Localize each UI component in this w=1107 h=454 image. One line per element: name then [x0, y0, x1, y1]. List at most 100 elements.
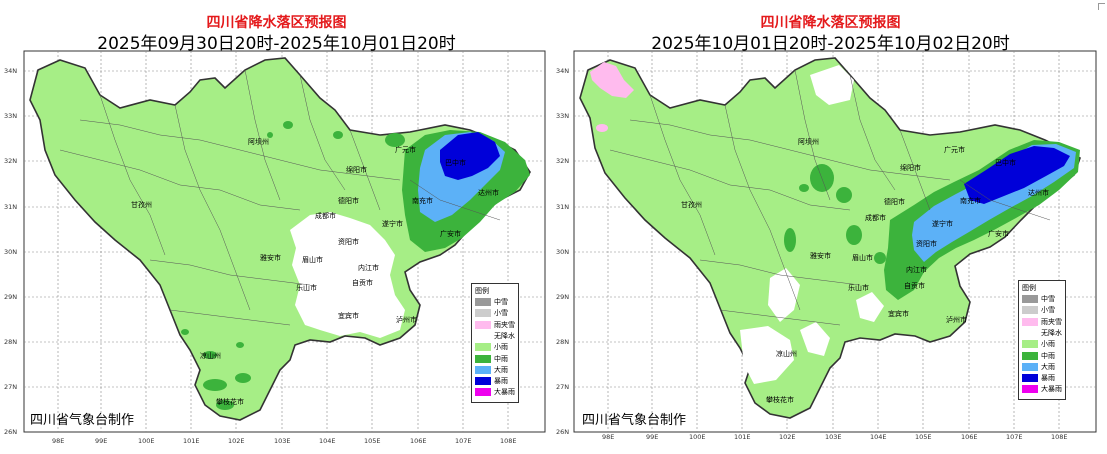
legend-label: 暴雨	[494, 377, 508, 386]
legend-item: 小雪	[474, 308, 518, 318]
svg-text:100E: 100E	[138, 437, 155, 445]
svg-text:32N: 32N	[556, 157, 569, 165]
legend-label: 雨夹雪	[1041, 317, 1062, 326]
svg-text:104E: 104E	[319, 437, 336, 445]
svg-text:104E: 104E	[870, 433, 887, 441]
svg-text:31N: 31N	[556, 203, 569, 211]
city-label: 广元市	[944, 145, 965, 154]
legend-label: 中雪	[494, 298, 508, 306]
legend-swatch	[1022, 340, 1038, 349]
svg-text:101E: 101E	[734, 433, 751, 441]
legend-swatch	[1022, 306, 1038, 315]
city-label: 雅安市	[810, 251, 831, 260]
city-labels: 阿坝州 甘孜州 凉山州 攀枝花市 雅安市 眉山市 乐山市 成都市 德阳市 绵阳市…	[131, 137, 499, 406]
legend-swatch	[475, 388, 491, 397]
sichuan-province-shape	[579, 57, 1081, 419]
city-label: 德阳市	[338, 196, 359, 205]
svg-text:27N: 27N	[4, 383, 17, 391]
no-precip-patches	[740, 65, 884, 384]
svg-text:28N: 28N	[4, 338, 17, 346]
city-label: 攀枝花市	[216, 397, 244, 406]
legend-label: 无降水	[1041, 328, 1062, 337]
legend-swatch	[475, 354, 491, 363]
svg-text:108E: 108E	[500, 437, 517, 445]
county-borders	[609, 69, 1051, 326]
forecast-period: 2025年10月01日20时-2025年10月02日20时	[651, 34, 1010, 54]
city-label: 德阳市	[884, 197, 905, 206]
city-label: 达州市	[1028, 188, 1049, 197]
legend-label: 大暴雨	[494, 388, 515, 397]
legend-swatch	[475, 377, 491, 386]
city-label: 泸州市	[396, 315, 417, 324]
city-label: 甘孜州	[131, 200, 152, 209]
moderate-rain-patches	[784, 164, 886, 264]
svg-text:26N: 26N	[556, 428, 569, 436]
city-label: 广元市	[395, 145, 416, 154]
svg-text:29N: 29N	[556, 293, 569, 301]
axis-labels: 98E 99E 100E 101E 102E 103E 104E 105E 10…	[556, 67, 1068, 441]
legend-title: 图例	[1022, 284, 1036, 292]
svg-text:27N: 27N	[556, 383, 569, 391]
city-label: 成都市	[865, 213, 886, 222]
legend-label: 中雪	[1041, 295, 1055, 303]
legend-label: 大雨	[494, 365, 508, 374]
legend-label: 雨夹雪	[494, 320, 515, 329]
city-label: 南充市	[960, 196, 981, 205]
city-label: 乐山市	[296, 283, 317, 292]
svg-text:31N: 31N	[4, 203, 17, 211]
city-label: 宜宾市	[888, 309, 909, 318]
legend-swatch	[475, 343, 491, 352]
city-label: 凉山州	[776, 349, 797, 358]
svg-text:106E: 106E	[961, 433, 978, 441]
svg-text:33N: 33N	[4, 112, 17, 120]
svg-text:29N: 29N	[4, 293, 17, 301]
legend-swatch	[475, 320, 491, 329]
corner-mark	[1098, 3, 1105, 10]
legend-swatch	[475, 365, 491, 374]
svg-text:99E: 99E	[646, 433, 658, 441]
precipitation-map: 阿坝州 甘孜州 凉山州 攀枝花市 雅安市 眉山市 乐山市 成都市 德阳市 绵阳市…	[556, 50, 1097, 441]
map-title: 四川省降水落区预报图	[760, 15, 901, 31]
city-label: 遂宁市	[932, 219, 953, 228]
legend-label: 大雨	[1041, 362, 1055, 371]
forecast-period: 2025年09月30日20时-2025年10月01日20时	[97, 34, 456, 54]
svg-text:105E: 105E	[364, 437, 381, 445]
svg-text:107E: 107E	[455, 437, 472, 445]
map-title: 四川省降水落区预报图	[206, 15, 347, 31]
legend-swatch	[1022, 385, 1038, 394]
city-label: 眉山市	[852, 253, 873, 262]
svg-text:99E: 99E	[95, 437, 107, 445]
legend-swatch	[1022, 317, 1038, 326]
city-labels: 阿坝州 甘孜州 凉山州 攀枝花市 雅安市 眉山市 乐山市 成都市 德阳市 绵阳市…	[681, 137, 1049, 404]
legend-label: 小雨	[1041, 340, 1055, 349]
legend-label: 中雨	[494, 354, 508, 363]
legend-item: 中雨	[474, 354, 518, 364]
city-label: 自贡市	[904, 281, 925, 290]
legend-swatch	[1022, 374, 1038, 383]
city-label: 宜宾市	[338, 311, 359, 320]
svg-text:34N: 34N	[556, 67, 569, 75]
svg-text:32N: 32N	[4, 157, 17, 165]
city-label: 资阳市	[338, 237, 359, 246]
map-legend: 图例 中雪 小雪 雨夹雪 无降水 小雨 中雨 大雨 暴雨 大暴雨	[471, 283, 519, 403]
legend-item: 小雪	[1021, 305, 1065, 315]
precipitation-map: 阿坝州 甘孜州 凉山州 攀枝花市 雅安市 眉山市 乐山市 成都市 德阳市 绵阳市…	[4, 50, 546, 445]
city-label: 凉山州	[200, 351, 221, 360]
svg-text:103E: 103E	[825, 433, 842, 441]
legend-item: 小雨	[474, 342, 518, 352]
legend-item: 小雨	[1021, 339, 1065, 349]
svg-text:103E: 103E	[274, 437, 291, 445]
city-label: 绵阳市	[900, 163, 921, 172]
svg-text:100E: 100E	[689, 433, 706, 441]
svg-text:98E: 98E	[52, 437, 64, 445]
svg-text:26N: 26N	[4, 428, 17, 436]
legend-item: 雨夹雪	[474, 320, 518, 330]
map-panel-left: 四川省降水落区预报图 2025年09月30日20时-2025年10月01日20时	[0, 0, 553, 454]
city-label: 巴中市	[995, 158, 1016, 167]
legend-swatch	[1022, 351, 1038, 360]
svg-text:34N: 34N	[4, 67, 17, 75]
city-label: 资阳市	[916, 239, 937, 248]
legend-swatch	[1022, 295, 1038, 303]
city-label: 达州市	[478, 188, 499, 197]
no-precip-area	[290, 212, 405, 338]
